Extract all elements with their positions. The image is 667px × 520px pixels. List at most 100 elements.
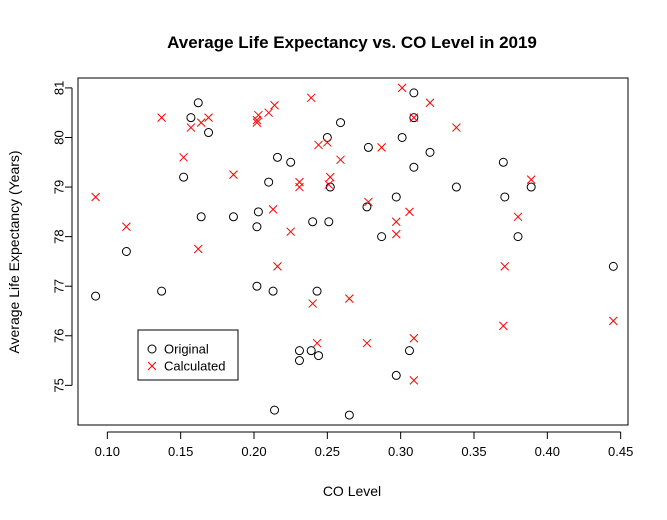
y-tick-label: 77 (52, 279, 67, 293)
original-point (324, 217, 334, 227)
x-tick-label: 0.45 (608, 444, 633, 459)
calculated-point (500, 262, 510, 271)
calculated-point (344, 294, 354, 303)
original-point (344, 410, 354, 420)
original-point (228, 212, 238, 222)
original-point (425, 147, 435, 157)
y-axis-label: Average Life Expectancy (Years) (6, 150, 22, 353)
y-tick-label: 78 (52, 229, 67, 243)
calculated-point (425, 98, 435, 108)
calculated-point (254, 110, 263, 120)
original-point (308, 217, 318, 227)
x-axis: 0.10 0.15 0.20 0.25 0.30 0.35 0.40 0.45 (95, 431, 633, 459)
x-tick-label: 0.25 (315, 444, 340, 459)
original-point (193, 98, 203, 108)
original-point (252, 281, 262, 291)
original-point (253, 207, 263, 217)
x-tick-label: 0.10 (95, 444, 120, 459)
original-point (325, 182, 335, 192)
x-tick-label: 0.35 (461, 444, 486, 459)
calculated-point (377, 143, 386, 152)
original-point (391, 370, 401, 380)
x-tick-label: 0.15 (168, 444, 193, 459)
legend: Original Calculated (137, 329, 239, 381)
chart-title: Average Life Expectancy vs. CO Level in … (167, 33, 537, 52)
calculated-point (452, 123, 461, 132)
y-tick-label: 76 (52, 329, 67, 343)
calculated-point (405, 207, 414, 217)
original-point (286, 157, 296, 167)
original-point (264, 177, 274, 187)
calculated-point (270, 100, 279, 110)
calculated-point (273, 262, 282, 271)
calculated-point (312, 338, 322, 348)
original-point (391, 192, 401, 202)
legend-label: Calculated (164, 359, 225, 374)
calculated-point (157, 113, 166, 123)
original-point (409, 162, 419, 172)
calculated-point (391, 217, 401, 227)
original-point (179, 172, 189, 182)
original-point (409, 88, 419, 98)
original-point (186, 113, 196, 123)
original-point (204, 128, 214, 138)
x-tick-label: 0.30 (388, 444, 413, 459)
calculated-point (295, 177, 304, 187)
original-point (91, 291, 101, 301)
original-point (498, 157, 508, 167)
y-tick-label: 75 (52, 378, 67, 392)
calculated-point (308, 299, 318, 308)
original-point (404, 346, 414, 356)
legend-label: Original (164, 342, 209, 357)
y-axis: 75 76 77 78 79 80 81 (52, 81, 73, 393)
data-points (91, 83, 618, 420)
calculated-point (513, 212, 523, 222)
calculated-point (364, 197, 373, 207)
calculated-point (229, 170, 238, 180)
calculated-point (252, 115, 262, 125)
calculated-point (391, 229, 401, 239)
original-point (336, 118, 346, 128)
calculated-point (526, 175, 536, 184)
y-tick-label: 79 (52, 180, 67, 194)
calculated-point (325, 172, 335, 182)
calculated-point (264, 108, 274, 118)
original-point (314, 351, 324, 361)
calculated-point (409, 333, 419, 343)
calculated-point (91, 192, 100, 202)
plot-frame (77, 77, 629, 426)
original-point (451, 182, 461, 192)
legend-box (137, 329, 239, 381)
y-tick-label: 80 (52, 130, 67, 144)
original-point (270, 405, 280, 415)
original-point (608, 261, 618, 271)
original-point (526, 182, 536, 192)
original-point (294, 356, 304, 366)
original-point (513, 232, 523, 242)
calculated-point (196, 118, 206, 127)
original-point (363, 142, 373, 152)
calculated-point (252, 118, 262, 127)
calculated-point (409, 376, 419, 385)
calculated-point (204, 113, 213, 123)
calculated-point (286, 227, 296, 237)
original-point (268, 286, 278, 296)
x-tick-label: 0.40 (535, 444, 560, 459)
original-point (312, 286, 322, 296)
calculated-point (268, 205, 278, 214)
calculated-point (186, 123, 196, 132)
calculated-point (362, 338, 372, 348)
calculated-point (397, 83, 407, 93)
calculated-point (122, 222, 131, 232)
original-point (294, 346, 304, 356)
x-tick-label: 0.20 (241, 444, 266, 459)
calculated-point (314, 140, 323, 150)
calculated-point (608, 316, 618, 326)
original-point (272, 152, 282, 162)
calculated-point (324, 180, 334, 189)
original-point (397, 132, 407, 142)
calculated-point (179, 152, 188, 162)
original-point (409, 113, 419, 123)
x-axis-label: CO Level (323, 483, 381, 499)
original-point (377, 232, 387, 242)
